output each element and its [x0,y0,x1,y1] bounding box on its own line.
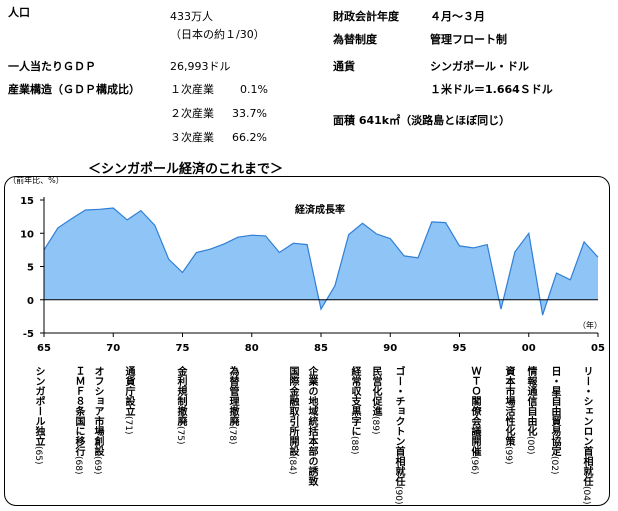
event-text: 金利規制撤廃 [175,366,186,426]
event-text: 資本市場活性化策 [503,366,514,446]
event-text: 国際金融取引所開設 [287,366,298,456]
event-text: リー・シェンロン首相就任 [581,366,592,486]
event-label: 金利規制撤廃(75) [174,366,186,444]
x-tick-label: 75 [176,343,190,354]
event-text: 情報通信自由化 [525,366,536,436]
event-label: 企業の地域統括本部の誘致 [306,366,317,486]
event-label: リー・シェンロン首相就任(04) [580,366,592,504]
chart-frame [4,176,610,506]
event-year: (99) [503,446,513,465]
currency-label: 通貨 [333,60,355,73]
event-year: (69) [92,456,102,475]
event-year: (00) [525,436,535,455]
event-label: 国際金融取引所開設(84) [286,366,298,474]
fx-system-label: 為替制度 [333,33,377,46]
event-year: (78) [227,426,237,445]
x-axis-unit: （年） [578,320,602,330]
event-year: (96) [469,456,479,475]
industry-structure-label: 産業構造（ＧＤＰ構成比） [8,83,140,96]
event-year: (68) [73,456,83,475]
primary-industry-value: 0.1% [240,83,268,96]
event-label: シンガポール独立(65) [32,366,44,464]
secondary-industry-value: 33.7% [232,107,267,120]
gdp-per-capita-label: 一人当たりＧＤＰ [8,60,96,73]
event-year: (71) [123,416,133,435]
primary-industry-label: １次産業 [170,83,214,96]
event-text: オフショア市場創設 [92,366,103,456]
x-tick-label: 95 [453,343,467,354]
area-value: 面積 641k㎡（淡路島とほぼ同じ） [333,114,511,127]
event-text: ＷＴＯ閣僚会議開催 [469,366,480,456]
series-label: 経済成長率 [295,203,345,216]
event-label: 経常収支黒字に(88) [348,366,360,454]
tertiary-industry-value: 66.2% [232,131,267,144]
event-text: 通貨庁設立 [123,366,134,416]
event-year: (84) [287,456,297,475]
event-label: 民営化促進(89) [369,366,381,434]
x-tick-label: 90 [383,343,397,354]
event-year: (88) [349,436,359,455]
event-text: 為替管理撤廃 [227,366,238,426]
fiscal-year-label: 財政会計年度 [333,10,399,23]
event-text: ゴー・チョクトン首相就任 [393,366,404,486]
event-label: 日・星自由貿易協定(02) [548,366,560,474]
x-tick-label: 70 [106,343,120,354]
currency-value: シンガポール・ドル [430,60,529,73]
event-year: (90) [393,486,403,505]
chart-title: ＜シンガポール経済のこれまで＞ [88,162,284,177]
event-label: ＷＴＯ閣僚会議開催(96) [468,366,480,474]
x-tick-label: 85 [314,343,328,354]
event-label: オフショア市場創設(69) [91,366,103,474]
event-year: (75) [175,426,185,445]
secondary-industry-label: ２次産業 [170,107,214,120]
growth-area [44,208,598,315]
x-tick-label: 00 [522,343,536,354]
event-label: ゴー・チョクトン首相就任(90) [392,366,404,504]
event-text: 企業の地域統括本部の誘致 [306,366,317,486]
exchange-rate-value: １米ドル＝1.664Ｓドル [430,83,553,96]
population-note: （日本の約１/30） [170,28,265,41]
gdp-per-capita-value: 26,993ドル [170,60,231,73]
event-label: 為替管理撤廃(78) [226,366,238,444]
event-year: (02) [549,456,559,475]
y-tick-label: 0 [27,296,34,307]
y-tick-label: 15 [20,196,34,207]
event-year: (89) [370,416,380,435]
y-tick-label: 5 [27,263,34,274]
x-tick-label: 65 [37,343,51,354]
event-text: 経常収支黒字に [349,366,360,436]
tertiary-industry-label: ３次産業 [170,131,214,144]
event-text: 民営化促進 [370,366,381,416]
event-label: ＩＭＦ８条国に移行(68) [72,366,84,474]
event-label: 情報通信自由化(00) [524,366,536,454]
fx-system-value: 管理フロート制 [430,33,507,46]
x-tick-label: 05 [591,343,605,354]
population-label: 人口 [8,6,30,19]
event-label: 通貨庁設立(71) [122,366,134,434]
event-text: 日・星自由貿易協定 [549,366,560,456]
y-tick-label: -5 [23,329,34,340]
y-tick-label: 10 [20,229,34,240]
event-year: (65) [33,446,43,465]
population-value: 433万人 [170,10,213,23]
event-text: ＩＭＦ８条国に移行 [73,366,84,456]
growth-line [43,207,599,316]
x-tick-label: 80 [245,343,259,354]
event-text: シンガポール独立 [33,366,44,446]
y-axis-label: （前年比、%） [8,175,64,185]
event-year: (04) [581,486,591,505]
event-label: 資本市場活性化策(99) [502,366,514,464]
fiscal-year-value: ４月～３月 [430,10,485,23]
